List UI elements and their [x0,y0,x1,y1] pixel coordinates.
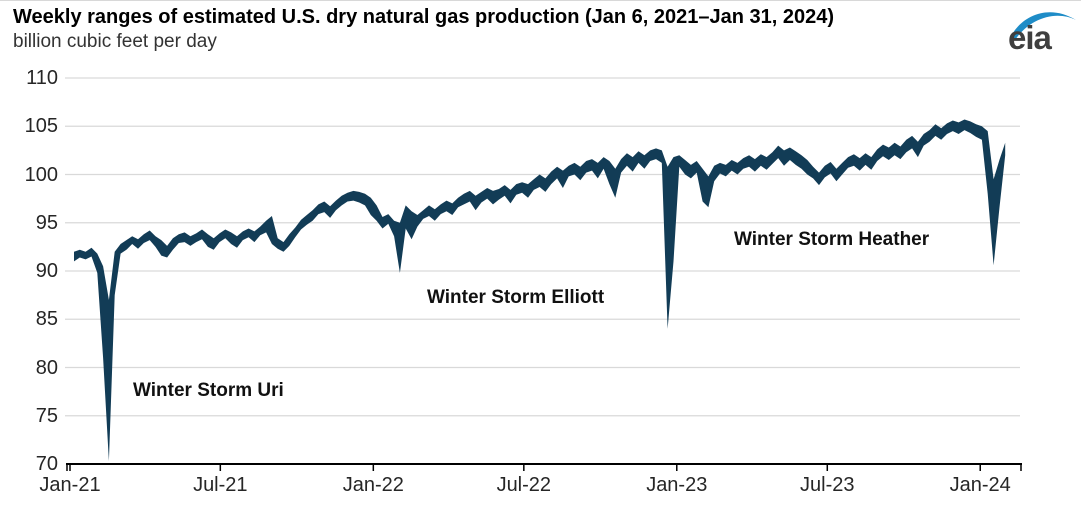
x-axis-label-Jul-23: Jul-23 [800,474,855,496]
x-axis-label-Jan-22: Jan-22 [342,474,404,496]
annotation-winter-storm-uri: Winter Storm Uri [133,380,284,401]
y-axis-label-95: 95 [35,211,58,234]
annotation-winter-storm-heather: Winter Storm Heather [734,229,930,250]
y-axis-label-110: 110 [26,67,58,89]
y-axis-label-105: 105 [24,115,58,138]
y-axis-label-90: 90 [35,260,58,282]
y-axis-label-85: 85 [35,308,58,331]
eia-logo-text: eia [1008,19,1052,56]
eia-logo-swoosh-icon [1010,12,1076,40]
x-axis-label-Jan-23: Jan-23 [646,474,708,496]
x-axis-label-Jul-21: Jul-21 [193,474,248,496]
y-axis-label-100: 100 [24,163,58,186]
chart-units-label: billion cubic feet per day [13,31,217,52]
annotation-winter-storm-elliott: Winter Storm Elliott [427,287,605,308]
y-axis-label-80: 80 [35,356,58,379]
x-axis-label-Jan-21: Jan-21 [39,474,101,496]
x-axis-label-Jan-24: Jan-24 [949,474,1011,496]
eia-logo: eia [1006,7,1078,59]
y-axis-label-75: 75 [35,404,58,427]
y-axis-label-70: 70 [35,453,58,475]
chart-title: Weekly ranges of estimated U.S. dry natu… [13,6,835,28]
x-axis-label-Jul-22: Jul-22 [496,474,552,496]
